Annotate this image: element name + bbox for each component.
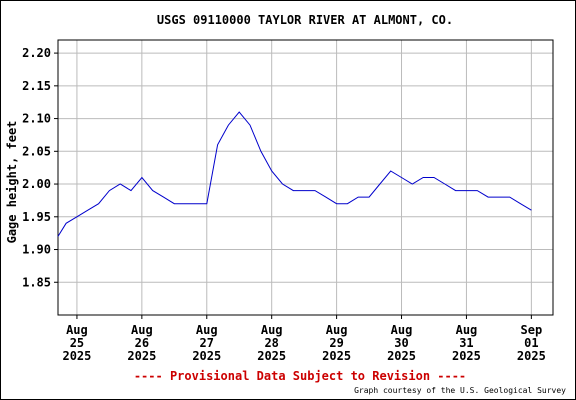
x-tick-label: 2025 — [127, 349, 156, 363]
x-tick-label: Aug — [196, 323, 218, 337]
x-tick-label: 31 — [459, 336, 473, 350]
x-tick-label: 2025 — [517, 349, 546, 363]
y-tick-label: 2.15 — [22, 79, 51, 93]
x-tick-label: Sep — [521, 323, 543, 337]
x-tick-label: 25 — [70, 336, 84, 350]
y-tick-label: 1.90 — [22, 243, 51, 257]
x-tick-label: 2025 — [322, 349, 351, 363]
x-tick-label: Aug — [261, 323, 283, 337]
plot-area-border — [57, 39, 554, 316]
y-axis-label: Gage height, feet — [5, 121, 19, 244]
y-tick-label: 2.00 — [22, 177, 51, 191]
x-tick-label: Aug — [66, 323, 88, 337]
chart-title: USGS 09110000 TAYLOR RIVER AT ALMONT, CO… — [157, 13, 453, 27]
gage-height-series-line — [57, 111, 532, 237]
y-axis-ticks: 2.20 2.15 2.10 2.05 2.00 1.95 1.90 1.85 — [22, 46, 58, 289]
y-tick-label: 2.10 — [22, 112, 51, 126]
y-tick-label: 1.85 — [22, 275, 51, 289]
x-tick-label: 2025 — [62, 349, 91, 363]
grid-lines — [58, 40, 553, 315]
provisional-notice: ---- Provisional Data Subject to Revisio… — [134, 369, 466, 383]
x-tick-label: 01 — [524, 336, 538, 350]
x-tick-label: 26 — [135, 336, 149, 350]
x-tick-label: 2025 — [257, 349, 286, 363]
x-axis-ticks: Aug252025Aug262025Aug272025Aug282025Aug2… — [62, 315, 546, 363]
x-tick-label: 28 — [264, 336, 278, 350]
x-tick-label: 27 — [200, 336, 214, 350]
usgs-credit: Graph courtesy of the U.S. Geological Su… — [354, 386, 566, 395]
x-tick-label: Aug — [131, 323, 153, 337]
x-tick-label: Aug — [391, 323, 413, 337]
x-tick-label: 30 — [394, 336, 408, 350]
y-tick-label: 1.95 — [22, 210, 51, 224]
y-tick-label: 2.20 — [22, 46, 51, 60]
x-tick-label: 2025 — [452, 349, 481, 363]
x-tick-label: Aug — [326, 323, 348, 337]
y-tick-label: 2.05 — [22, 144, 51, 158]
x-tick-label: 2025 — [387, 349, 416, 363]
x-tick-label: 29 — [329, 336, 343, 350]
x-tick-label: 2025 — [192, 349, 221, 363]
x-tick-label: Aug — [456, 323, 478, 337]
